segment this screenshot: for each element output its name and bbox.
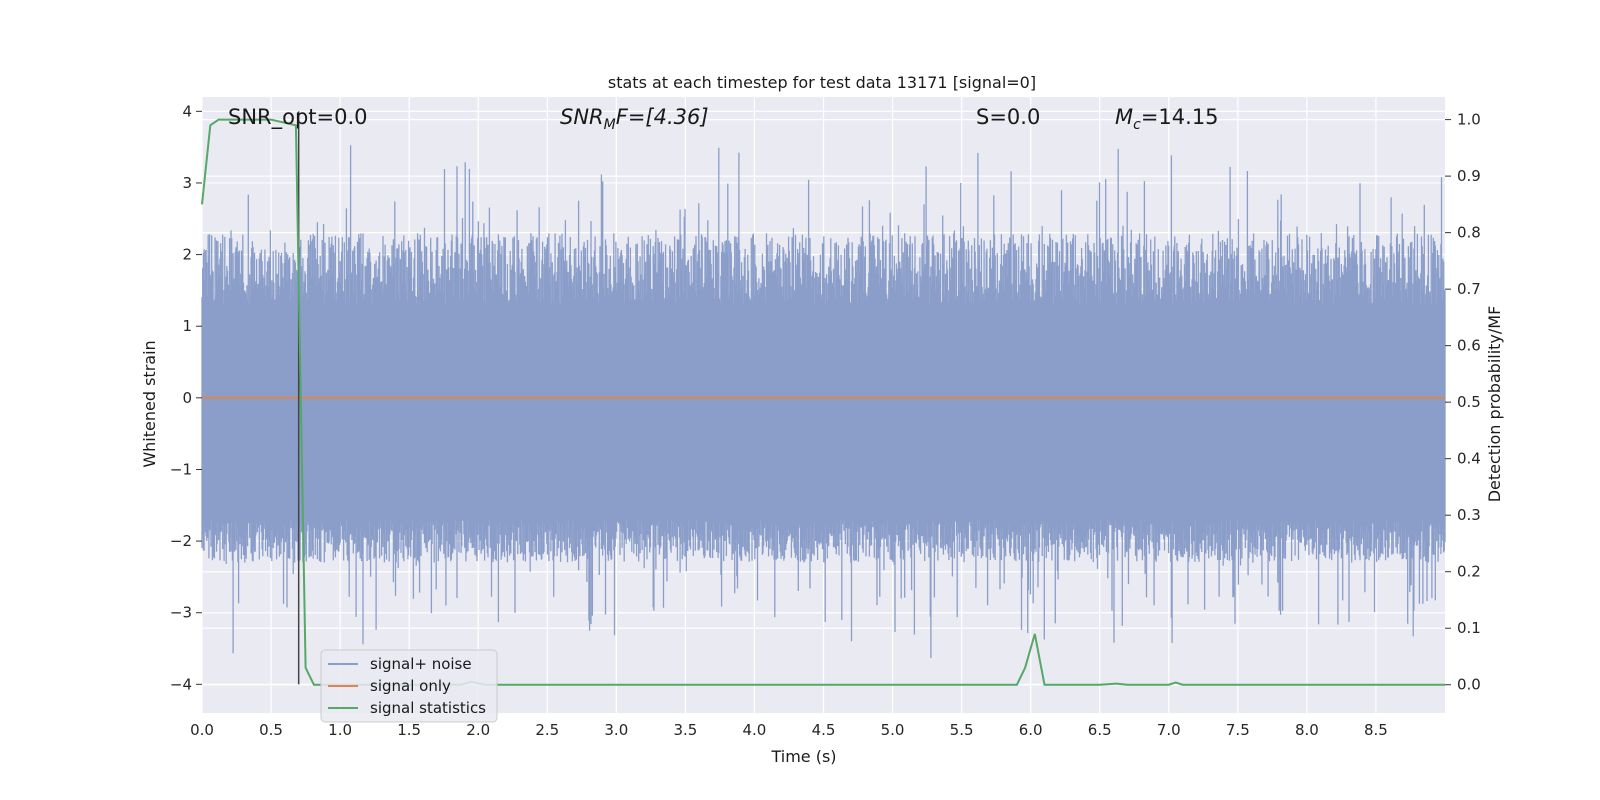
snr-mf-rest: F=[4.36]	[616, 105, 709, 129]
snr-mf-main: SNR	[560, 105, 604, 129]
y2-tick-label: 0.7	[1457, 280, 1481, 298]
signal-noise-series	[201, 145, 1446, 658]
x-tick-label: 4.5	[812, 721, 836, 739]
y2-tick-label: 0.2	[1457, 563, 1481, 581]
x-tick-label: 1.0	[328, 721, 352, 739]
x-tick-label: 8.0	[1295, 721, 1319, 739]
mc-main: M	[1115, 105, 1133, 129]
x-tick-label: 3.5	[673, 721, 697, 739]
y-axis-ticks: 4 3 2 1 0 −1 −2 −3 −4	[170, 102, 202, 693]
x-tick-label: 5.5	[950, 721, 974, 739]
y-tick-label: −4	[170, 675, 192, 693]
x-axis-label: Time (s)	[770, 747, 836, 766]
x-tick-label: 1.5	[397, 721, 421, 739]
snr-mf-sub: M	[604, 117, 616, 133]
x-axis-ticks: 0.0 0.5 1.0 1.5 2.0 2.5 3.0 3.5 4.0 4.5 5.0 5.5 6.0 6…	[190, 721, 1388, 739]
x-tick-label: 4.0	[743, 721, 767, 739]
x-tick-label: 3.0	[604, 721, 628, 739]
y-tick-label: −1	[170, 460, 192, 478]
x-tick-label: 7.5	[1226, 721, 1250, 739]
y-tick-label: 3	[182, 174, 192, 192]
legend: signal+ noise signal only signal statist…	[320, 649, 498, 723]
y2-tick-label: 0.5	[1457, 393, 1481, 411]
legend-label-signal-statistics: signal statistics	[370, 699, 486, 717]
y2-tick-label: 0.8	[1457, 224, 1481, 242]
y-tick-label: −2	[170, 532, 192, 550]
chart-title: stats at each timestep for test data 131…	[608, 73, 1036, 92]
x-tick-label: 0.0	[190, 721, 214, 739]
y2-tick-label: 0.0	[1457, 676, 1481, 694]
y2-axis-ticks: 1.0 0.9 0.8 0.7 0.6 0.5 0.4 0.3 0.2 0.1 0.0	[1445, 111, 1481, 694]
mc-rest: =14.15	[1141, 105, 1219, 129]
legend-label-signal-noise: signal+ noise	[370, 655, 472, 673]
y2-tick-label: 0.4	[1457, 450, 1481, 468]
annotation-s: S=0.0	[976, 105, 1040, 129]
signal-statistics-line	[201, 118, 1445, 686]
x-tick-label: 2.0	[466, 721, 490, 739]
x-tick-label: 6.5	[1088, 721, 1112, 739]
y-tick-label: 1	[182, 317, 192, 335]
y-tick-label: −3	[170, 604, 192, 622]
x-tick-label: 7.0	[1157, 721, 1181, 739]
x-tick-label: 8.5	[1364, 721, 1388, 739]
x-tick-label: 5.0	[881, 721, 905, 739]
y2-tick-label: 0.9	[1457, 167, 1481, 185]
annotation-mc: Mc=14.15	[1115, 105, 1219, 133]
x-tick-label: 2.5	[535, 721, 559, 739]
annotation-snr-mf: SNRMF=[4.36]	[560, 105, 709, 133]
y-axis-label: Whitened strain	[140, 340, 159, 467]
y2-axis-label: Detection probability/MF	[1485, 306, 1504, 503]
annotation-snr-opt: SNR_opt=0.0	[228, 105, 368, 130]
y-tick-label: 4	[182, 102, 192, 120]
y2-tick-label: 0.6	[1457, 337, 1481, 355]
y2-tick-label: 0.3	[1457, 506, 1481, 524]
y2-tick-label: 1.0	[1457, 111, 1481, 129]
x-tick-label: 0.5	[259, 721, 283, 739]
y-tick-label: 0	[182, 389, 192, 407]
x-tick-label: 6.0	[1019, 721, 1043, 739]
y2-tick-label: 0.1	[1457, 619, 1481, 637]
legend-box	[320, 649, 498, 723]
y-tick-label: 2	[182, 246, 192, 264]
mc-sub: c	[1133, 117, 1141, 133]
legend-label-signal-only: signal only	[370, 677, 451, 695]
